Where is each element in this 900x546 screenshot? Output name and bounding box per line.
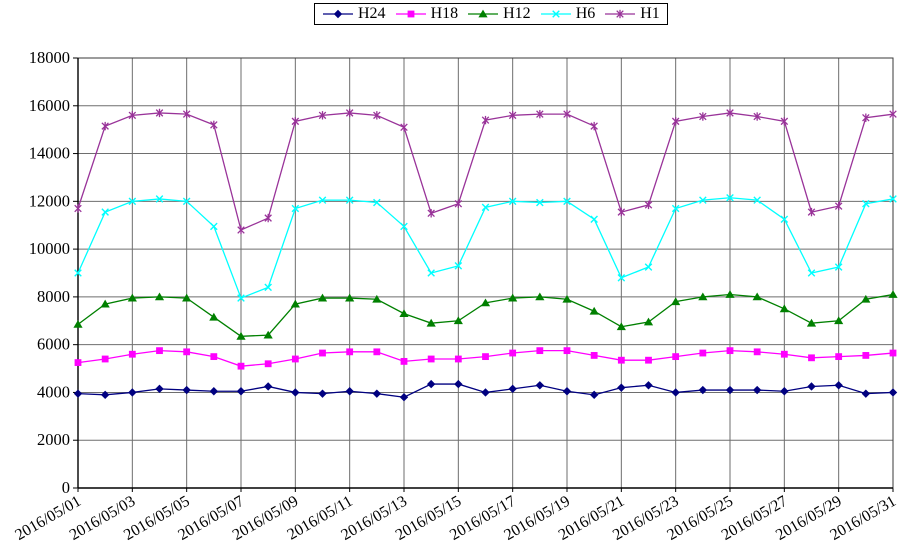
- legend-marker-H6-icon: [540, 10, 571, 18]
- y-tick-label: 16000: [29, 96, 70, 115]
- legend-label-H18: H18: [430, 5, 459, 22]
- series-markers-H6: [74, 193, 897, 302]
- legend-label-H12: H12: [503, 5, 531, 22]
- legend-marker-H18-icon: [395, 10, 426, 18]
- legend-item-H18: H18: [395, 5, 459, 22]
- legend-item-H1: H1: [604, 6, 660, 22]
- series-line-H6: [77, 197, 894, 299]
- legend-label-H24: H24: [358, 5, 386, 22]
- y-tick-label: 2000: [37, 430, 70, 449]
- legend-marker-H24-icon: [323, 9, 353, 19]
- legend-marker-H12-icon: [468, 9, 499, 18]
- series-markers-H18: [74, 347, 897, 370]
- y-tick-label: 10000: [29, 239, 70, 258]
- chart-legend: H24 H18 H12 H6 H1: [314, 3, 668, 25]
- series-markers-H1: [74, 108, 897, 235]
- legend-item-H24: H24: [322, 6, 386, 22]
- legend-item-H6: H6: [540, 5, 596, 22]
- legend-item-H12: H12: [467, 6, 531, 22]
- legend-label-H1: H1: [640, 5, 660, 22]
- y-tick-label: 0: [62, 478, 70, 497]
- series-line-H1: [77, 112, 894, 231]
- series-markers-H12: [73, 290, 898, 340]
- y-tick-label: 12000: [29, 191, 70, 210]
- legend-marker-H1-icon: [605, 9, 636, 19]
- series-markers-H24: [73, 379, 898, 402]
- y-tick-label: 14000: [29, 144, 70, 163]
- y-tick-label: 18000: [29, 48, 70, 67]
- y-tick-label: 6000: [37, 335, 70, 354]
- y-tick-label: 8000: [37, 287, 70, 306]
- y-tick-label: 4000: [37, 382, 70, 401]
- legend-label-H6: H6: [575, 5, 596, 22]
